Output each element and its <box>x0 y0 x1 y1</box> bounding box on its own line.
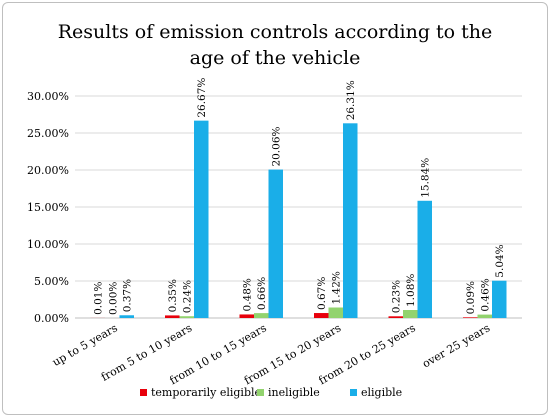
data-label: 5.04% <box>494 244 506 277</box>
bar-temporarily-eligible <box>239 314 254 318</box>
bar-ineligible <box>477 314 492 318</box>
bar-temporarily-eligible <box>463 317 478 318</box>
y-tick-label: 5.00% <box>34 275 69 288</box>
bar-eligible <box>343 123 358 318</box>
legend: temporarily eligible ineligible eligible <box>140 386 402 399</box>
bar-eligible <box>492 280 507 318</box>
bar-eligible <box>268 169 283 318</box>
data-label: 0.09% <box>465 281 477 314</box>
data-label: 0.24% <box>182 280 194 313</box>
y-tick-label: 20.00% <box>27 164 69 177</box>
data-label: 26.31% <box>345 80 357 120</box>
y-tick-label: 10.00% <box>27 238 69 251</box>
y-tick-label: 0.00% <box>34 312 69 325</box>
bar-ineligible <box>254 313 269 318</box>
bar-ineligible <box>179 316 194 318</box>
data-label: 0.37% <box>122 279 134 312</box>
data-label: 1.08% <box>405 274 417 307</box>
bar-temporarily-eligible <box>165 315 180 318</box>
data-labels: 0.01% 0.00% 0.37% 0.35% 0.24% 26.67% 0.48% 0.66… <box>93 78 507 315</box>
x-tick-label: over 25 years <box>420 321 492 370</box>
legend-label: temporarily eligible <box>151 386 261 399</box>
y-tick-label: 15.00% <box>27 201 69 214</box>
data-label: 0.00% <box>107 282 119 315</box>
bar-temporarily-eligible <box>388 316 403 318</box>
bar-eligible <box>119 315 134 318</box>
y-tick-label: 30.00% <box>27 90 69 103</box>
data-label: 15.84% <box>420 158 432 198</box>
data-label: 20.06% <box>271 126 283 166</box>
legend-label: eligible <box>361 386 402 399</box>
bar-temporarily-eligible <box>314 313 329 318</box>
chart-title: Results of emission controls according t… <box>58 21 493 69</box>
bar-ineligible <box>328 307 343 318</box>
legend-swatch <box>350 389 357 396</box>
data-label: 0.66% <box>256 277 268 310</box>
data-label: 1.42% <box>331 271 343 304</box>
chart-title-line: Results of emission controls according t… <box>58 21 493 43</box>
y-tick-label: 25.00% <box>27 127 69 140</box>
x-tick-label: up to 5 years <box>50 321 120 369</box>
legend-swatch <box>140 389 147 396</box>
gridlines <box>75 95 522 319</box>
data-label: 0.67% <box>316 277 328 310</box>
y-axis-ticks: 0.00% 5.00% 10.00% 15.00% 20.00% 25.00% 30.00% <box>27 90 69 325</box>
chart-title-line: age of the vehicle <box>190 47 361 69</box>
bar-ineligible <box>403 310 418 318</box>
bars <box>90 120 507 318</box>
legend-swatch <box>257 389 264 396</box>
data-label: 0.35% <box>167 279 179 312</box>
data-label: 26.67% <box>196 78 208 118</box>
data-label: 0.46% <box>480 278 492 311</box>
data-label: 0.48% <box>242 278 254 311</box>
data-label: 0.23% <box>391 280 403 313</box>
legend-label: ineligible <box>268 386 320 399</box>
bar-eligible <box>417 200 432 318</box>
bar-eligible <box>194 120 209 318</box>
data-label: 0.01% <box>93 282 105 315</box>
